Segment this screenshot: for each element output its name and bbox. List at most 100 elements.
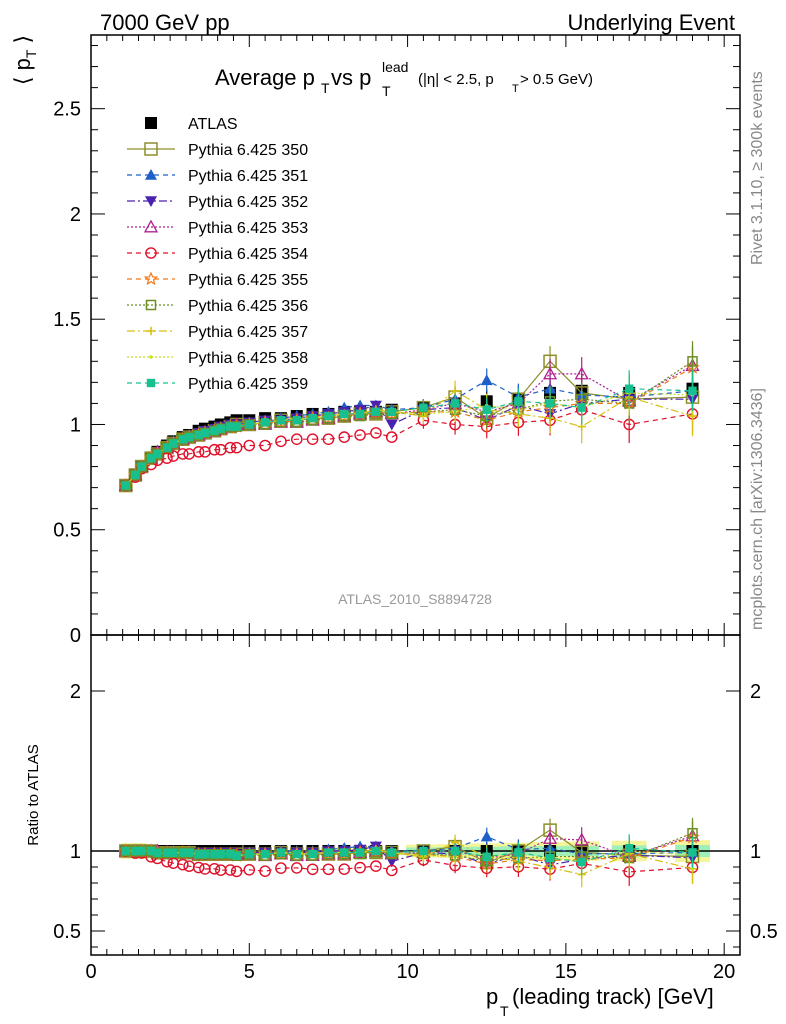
series-5-ratio-line	[125, 850, 693, 873]
y-tick-label-top: 1	[70, 414, 81, 436]
series-5-point	[290, 433, 303, 446]
header-left: 7000 GeV pp	[100, 10, 230, 35]
mcplots-label: mcplots.cern.ch [arXiv:1306.3436]	[749, 388, 766, 630]
series-5-point	[370, 427, 382, 439]
series-10-point	[121, 481, 131, 490]
series-5-ratio-point	[306, 863, 319, 876]
series-10-ratio-point	[153, 848, 162, 858]
series-10-point	[292, 416, 301, 425]
legend-label: Pythia 6.425 357	[188, 324, 308, 341]
legend-entry: Pythia 6.425 353	[127, 219, 308, 237]
series-10-point	[355, 409, 365, 419]
series-5-point	[192, 446, 205, 458]
legend-marker	[145, 299, 157, 311]
x-tick-label: 15	[555, 961, 577, 983]
x-tick-label: 0	[85, 961, 96, 983]
series-5-point	[275, 435, 287, 448]
y-tick-label-bottom-right: 1	[750, 841, 761, 863]
plot-title-cut-sub: T	[512, 83, 519, 95]
legend-marker	[145, 196, 157, 207]
series-10-ratio-point	[146, 846, 156, 856]
legend-label: Pythia 6.425 350	[188, 142, 308, 159]
legend-marker	[146, 326, 156, 336]
legend-entry: ATLAS	[145, 116, 238, 133]
y-tick-label-top: 2	[70, 204, 81, 226]
legend-entry: Pythia 6.425 354	[127, 246, 308, 263]
series-10-ratio-point	[371, 846, 381, 856]
series-10-ratio-point	[276, 848, 286, 857]
series-10-point	[146, 453, 156, 463]
series-5-point	[224, 441, 237, 454]
series-10-ratio-point	[178, 848, 188, 857]
series-2-point	[480, 374, 493, 386]
series-5-ratio-point	[192, 861, 205, 874]
series-10-point	[137, 462, 146, 471]
series-10-point	[178, 435, 188, 444]
series-10-main	[121, 370, 697, 490]
series-10-point	[210, 426, 219, 435]
series-5-ratio-point	[385, 864, 398, 877]
series-10-ratio-point	[200, 850, 210, 859]
series-5-point	[338, 431, 351, 443]
series-10-point	[371, 407, 381, 417]
series-10-point	[194, 430, 203, 440]
svg-text:⟨ pT ⟩: ⟨ pT ⟩	[10, 35, 39, 85]
series-10-ratio	[121, 834, 697, 875]
series-10-ratio-point	[419, 846, 428, 856]
series-10-point	[545, 399, 555, 408]
series-10-ratio-point	[308, 849, 317, 859]
plot-title-cut-a: (|η| < 2.5, p	[418, 71, 494, 88]
legend-label: Pythia 6.425 359	[188, 376, 308, 393]
legend-label: Pythia 6.425 353	[188, 220, 308, 237]
legend-label: Pythia 6.425 351	[188, 168, 308, 185]
series-5-ratio-point	[224, 864, 237, 876]
y-tick-label-top: 0.5	[53, 520, 81, 542]
series-10-point	[276, 416, 286, 425]
y-tick-label-bottom: 0.5	[53, 921, 81, 943]
series-5-ratio-point	[208, 862, 221, 875]
series-5-point	[259, 439, 271, 452]
legend-entry: Pythia 6.425 358	[127, 350, 308, 367]
series-10-point	[226, 422, 235, 431]
series-10-ratio-point	[324, 848, 333, 857]
legend-entry: Pythia 6.425 355	[127, 271, 308, 289]
series-10-ratio-point	[169, 848, 178, 857]
plot-title: Average p T vs p lead T (|η| < 2.5, p T …	[215, 59, 593, 99]
series-10-ratio-point	[450, 846, 460, 856]
legend-label: Pythia 6.425 355	[188, 272, 308, 289]
x-tick-label: 20	[713, 961, 735, 983]
y-tick-label-bottom-right: 2	[750, 681, 761, 703]
series-5-point	[354, 429, 366, 441]
y-tick-label-top: 2.5	[53, 99, 81, 121]
y-axis-label-bottom: Ratio to ATLAS	[25, 744, 42, 845]
series-4-ratio-line	[125, 835, 693, 859]
series-5-point	[306, 433, 319, 446]
series-10-ratio-point	[131, 846, 140, 856]
y-tick-label-bottom: 2	[70, 681, 81, 703]
series-10-point	[131, 470, 140, 480]
svg-text:T: T	[500, 1003, 509, 1019]
legend-label: Pythia 6.425 356	[188, 298, 308, 315]
series-10-ratio-point	[216, 850, 225, 859]
series-7-point	[130, 469, 141, 481]
series-4-point	[574, 366, 589, 380]
svg-text:(leading track) [GeV]: (leading track) [GeV]	[512, 984, 714, 1009]
series-10-point	[482, 405, 491, 414]
series-10-point	[308, 413, 317, 423]
series-10-point	[260, 418, 270, 427]
legend-entry: Pythia 6.425 356	[127, 298, 308, 315]
legend-marker	[145, 169, 157, 180]
plot-frames	[90, 34, 741, 956]
series-7-point	[120, 480, 132, 491]
series-10-ratio-point	[387, 848, 396, 857]
legend-label: ATLAS	[188, 116, 238, 133]
series-3-point	[385, 419, 398, 431]
series-10-ratio-point	[577, 857, 586, 867]
series-2-ratio-point	[480, 830, 493, 842]
y-tick-label-bottom: 1	[70, 841, 81, 863]
series-5-point	[385, 431, 398, 443]
series-5-ratio-point	[354, 861, 366, 874]
series-10-ratio-point	[210, 850, 219, 859]
